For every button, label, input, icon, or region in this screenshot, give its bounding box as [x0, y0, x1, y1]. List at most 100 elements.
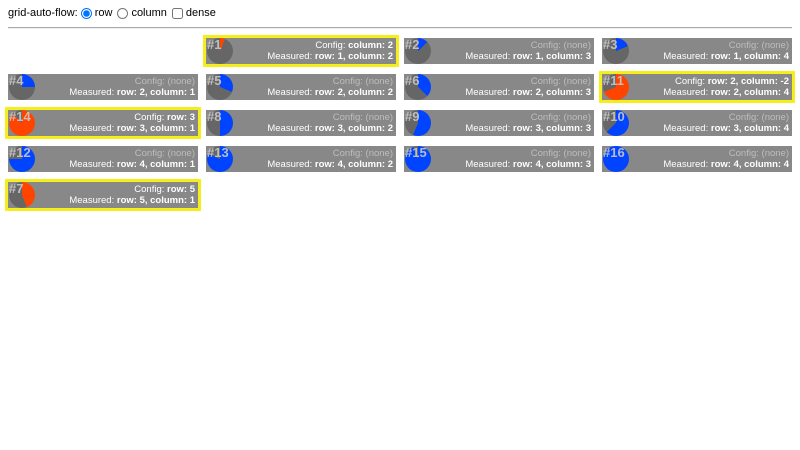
- measured-line: Measured: row: 2, column: 3: [465, 87, 591, 98]
- dense-checkbox[interactable]: [171, 7, 183, 19]
- config-line: Config: (none): [728, 148, 789, 159]
- grid-container: #1 Config: column: 2 Measured: row: 1, col…: [5, 35, 795, 211]
- config-line: Config: (none): [530, 112, 591, 123]
- measured-line: Measured: row: 3, column: 2: [267, 123, 393, 134]
- row-radio[interactable]: [80, 7, 92, 19]
- item-number: #16: [603, 146, 625, 160]
- grid-item: #14 Config: row: 3 Measured: row: 3, colum…: [5, 107, 201, 139]
- config-line: Config: row: 3: [134, 112, 195, 123]
- grid-item: #2 Config: (none) Measured: row: 1, column…: [404, 38, 594, 64]
- grid-item: #11 Config: row: 2, column: -2 Measured: r…: [599, 71, 795, 103]
- divider: [8, 27, 792, 29]
- measured-line: Measured: row: 2, column: 4: [663, 87, 789, 98]
- item-number: #1: [207, 38, 222, 52]
- config-line: Config: (none): [134, 148, 195, 159]
- item-info: Config: (none) Measured: row: 3, column: …: [663, 112, 789, 134]
- progress-pie: [9, 110, 35, 136]
- item-number: #3: [603, 38, 618, 52]
- item-info: Config: (none) Measured: row: 1, column: …: [465, 40, 591, 62]
- grid-item: #4 Config: (none) Measured: row: 2, column…: [8, 74, 198, 100]
- config-line: Config: (none): [530, 76, 591, 87]
- config-line: Config: (none): [728, 112, 789, 123]
- grid-item: #6 Config: (none) Measured: row: 2, column…: [404, 74, 594, 100]
- column-radio[interactable]: [117, 7, 129, 19]
- grid-item: #15 Config: (none) Measured: row: 4, colum…: [404, 146, 594, 172]
- measured-line: Measured: row: 4, column: 1: [69, 159, 195, 170]
- config-line: Config: row: 5: [134, 184, 195, 195]
- config-line: Config: (none): [134, 76, 195, 87]
- measured-line: Measured: row: 3, column: 1: [69, 123, 195, 134]
- progress-pie: [603, 110, 629, 136]
- measured-line: Measured: row: 1, column: 2: [267, 51, 393, 62]
- grid-item: #10 Config: (none) Measured: row: 3, colum…: [602, 110, 792, 136]
- progress-pie: [603, 74, 629, 100]
- item-info: Config: (none) Measured: row: 3, column: …: [465, 112, 591, 134]
- measured-line: Measured: row: 4, column: 2: [267, 159, 393, 170]
- grid-item: #9 Config: (none) Measured: row: 3, column…: [404, 110, 594, 136]
- row-option[interactable]: row: [80, 7, 113, 19]
- progress-pie: [207, 110, 233, 136]
- measured-line: Measured: row: 2, column: 2: [267, 87, 393, 98]
- config-line: Config: (none): [332, 76, 393, 87]
- item-number: #6: [405, 74, 420, 88]
- grid-item: #1 Config: column: 2 Measured: row: 1, col…: [203, 35, 399, 67]
- dense-option[interactable]: dense: [171, 7, 216, 19]
- measured-line: Measured: row: 3, column: 4: [663, 123, 789, 134]
- progress-pie: [207, 146, 233, 172]
- config-line: Config: (none): [332, 148, 393, 159]
- measured-line: Measured: row: 2, column: 1: [69, 87, 195, 98]
- progress-pie: [603, 38, 629, 64]
- grid-item: #13 Config: (none) Measured: row: 4, colum…: [206, 146, 396, 172]
- item-number: #5: [207, 74, 222, 88]
- item-info: Config: (none) Measured: row: 2, column: …: [267, 76, 393, 98]
- config-line: Config: (none): [332, 112, 393, 123]
- progress-pie: [405, 38, 431, 64]
- item-info: Config: (none) Measured: row: 4, column: …: [663, 148, 789, 170]
- progress-pie: [405, 110, 431, 136]
- grid-item: #3 Config: (none) Measured: row: 1, column…: [602, 38, 792, 64]
- column-option[interactable]: column: [116, 7, 167, 19]
- item-info: Config: row: 2, column: -2 Measured: row:…: [663, 76, 789, 98]
- measured-line: Measured: row: 1, column: 4: [663, 51, 789, 62]
- item-info: Config: (none) Measured: row: 2, column: …: [69, 76, 195, 98]
- grid-auto-flow-controls: grid-auto-flow: row column dense: [8, 7, 218, 19]
- measured-line: Measured: row: 4, column: 3: [465, 159, 591, 170]
- progress-pie: [9, 74, 35, 100]
- config-line: Config: row: 2, column: -2: [674, 76, 789, 87]
- progress-pie: [9, 146, 35, 172]
- grid-item: #5 Config: (none) Measured: row: 2, column…: [206, 74, 396, 100]
- config-line: Config: (none): [728, 40, 789, 51]
- measured-line: Measured: row: 4, column: 4: [663, 159, 789, 170]
- progress-pie: [207, 74, 233, 100]
- config-line: Config: column: 2: [315, 40, 393, 51]
- progress-pie: [405, 74, 431, 100]
- item-number: #7: [9, 182, 24, 196]
- item-number: #2: [405, 38, 420, 52]
- item-number: #10: [603, 110, 625, 124]
- measured-line: Measured: row: 1, column: 3: [465, 51, 591, 62]
- item-info: Config: row: 5 Measured: row: 5, column: …: [69, 184, 195, 206]
- item-info: Config: row: 3 Measured: row: 3, column: …: [69, 112, 195, 134]
- measured-line: Measured: row: 5, column: 1: [69, 195, 195, 206]
- item-number: #8: [207, 110, 222, 124]
- grid-item: #12 Config: (none) Measured: row: 4, colum…: [8, 146, 198, 172]
- progress-pie: [405, 146, 431, 172]
- column-label: column: [131, 7, 167, 19]
- item-number: #11: [603, 74, 624, 88]
- progress-pie: [207, 38, 233, 64]
- measured-line: Measured: row: 3, column: 3: [465, 123, 591, 134]
- item-info: Config: column: 2 Measured: row: 1, colum…: [267, 40, 393, 62]
- item-info: Config: (none) Measured: row: 1, column: …: [663, 40, 789, 62]
- item-number: #14: [9, 110, 31, 124]
- config-line: Config: (none): [530, 40, 591, 51]
- item-info: Config: (none) Measured: row: 4, column: …: [69, 148, 195, 170]
- item-info: Config: (none) Measured: row: 2, column: …: [465, 76, 591, 98]
- grid-item: #8 Config: (none) Measured: row: 3, column…: [206, 110, 396, 136]
- item-number: #4: [9, 74, 24, 88]
- item-info: Config: (none) Measured: row: 3, column: …: [267, 112, 393, 134]
- item-number: #9: [405, 110, 420, 124]
- row-label: row: [94, 7, 113, 19]
- item-number: #12: [9, 146, 31, 160]
- item-info: Config: (none) Measured: row: 4, column: …: [465, 148, 591, 170]
- dense-label: dense: [185, 7, 216, 19]
